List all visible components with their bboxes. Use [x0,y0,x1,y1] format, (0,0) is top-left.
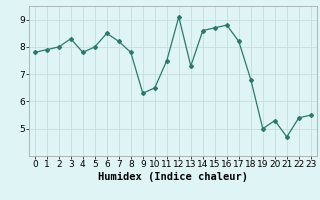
X-axis label: Humidex (Indice chaleur): Humidex (Indice chaleur) [98,172,248,182]
